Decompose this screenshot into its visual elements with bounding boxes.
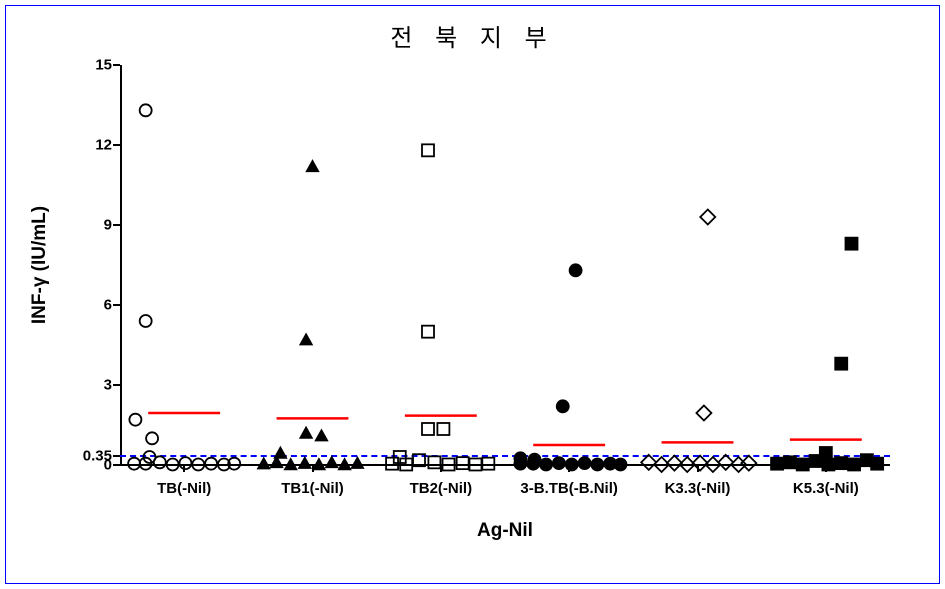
- chart-title: 전 북 지 부: [0, 18, 945, 53]
- data-point: [591, 458, 603, 470]
- data-point: [810, 455, 822, 467]
- data-point: [615, 458, 627, 470]
- data-point: [784, 456, 796, 468]
- y-tick-label: 6: [104, 297, 112, 314]
- data-point: [570, 264, 582, 276]
- data-point: [283, 457, 297, 470]
- data-point: [422, 326, 434, 338]
- y-tick: [113, 464, 120, 466]
- plot-area: [120, 65, 890, 465]
- y-tick-label: 0.35: [83, 447, 112, 464]
- data-point: [314, 428, 328, 441]
- data-point: [257, 456, 271, 469]
- data-point: [146, 432, 158, 444]
- data-point: [527, 458, 539, 470]
- data-point: [273, 446, 287, 459]
- x-tick-label: TB(-Nil): [157, 480, 211, 497]
- data-point: [871, 458, 883, 470]
- data-point: [298, 456, 312, 469]
- y-tick: [113, 455, 120, 457]
- y-tick: [113, 384, 120, 386]
- data-point: [696, 406, 711, 421]
- data-point: [557, 400, 569, 412]
- data-point: [566, 458, 578, 470]
- data-point: [579, 457, 591, 469]
- data-point: [299, 332, 313, 345]
- data-point: [797, 458, 809, 470]
- x-tick-label: K5.3(-Nil): [793, 480, 859, 497]
- y-tick: [113, 224, 120, 226]
- data-point: [305, 159, 319, 172]
- y-tick: [113, 304, 120, 306]
- x-tick-label: TB2(-Nil): [410, 480, 473, 497]
- data-point: [129, 414, 141, 426]
- data-point: [540, 458, 552, 470]
- data-point: [437, 423, 449, 435]
- data-point: [822, 458, 834, 470]
- x-axis-title: Ag-Nil: [120, 520, 890, 542]
- data-point: [771, 458, 783, 470]
- y-tick: [113, 144, 120, 146]
- data-point: [337, 457, 351, 470]
- y-tick-label: 12: [95, 137, 112, 154]
- data-point: [700, 210, 715, 225]
- data-point: [553, 457, 565, 469]
- data-point: [835, 358, 847, 370]
- y-tick-label: 3: [104, 377, 112, 394]
- data-point: [140, 315, 152, 327]
- y-tick: [113, 64, 120, 66]
- data-point: [413, 454, 425, 466]
- data-point: [848, 458, 860, 470]
- data-point: [350, 456, 364, 469]
- x-tick-label: K3.3(-Nil): [665, 480, 731, 497]
- data-point: [514, 458, 526, 470]
- data-point: [325, 455, 339, 468]
- data-point: [835, 457, 847, 469]
- y-tick-label: 15: [95, 57, 112, 74]
- data-point: [312, 457, 326, 470]
- y-axis-title: INF-γ (IU/mL): [29, 206, 51, 324]
- data-point: [846, 238, 858, 250]
- y-tick-label: 9: [104, 217, 112, 234]
- data-point: [422, 423, 434, 435]
- x-tick-label: 3-B.TB(-B.Nil): [520, 480, 618, 497]
- chart-container: 전 북 지 부 INF-γ (IU/mL) Ag-Nil 00.35369121…: [0, 0, 945, 589]
- data-point: [299, 426, 313, 439]
- data-point: [422, 144, 434, 156]
- data-point: [140, 104, 152, 116]
- x-tick-label: TB1(-Nil): [281, 480, 344, 497]
